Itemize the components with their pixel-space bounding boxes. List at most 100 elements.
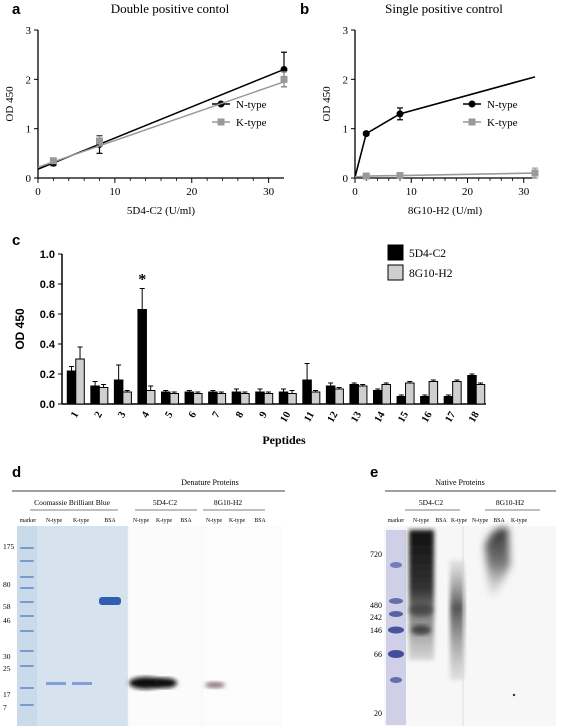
blot-5d4-ntype-band — [129, 677, 163, 689]
data-point-N-type — [396, 110, 404, 118]
bar-5D4-C2 — [349, 384, 359, 405]
blot-5d4-ktype-band — [153, 678, 177, 688]
lane-label: BSA — [254, 518, 266, 524]
x-tick-label: 11 — [302, 410, 316, 424]
x-axis-label: Peptides — [262, 433, 306, 447]
x-tick-label: 9 — [258, 410, 270, 420]
legend-label: 5D4-C2 — [409, 248, 446, 260]
bar-5D4-C2 — [208, 391, 218, 405]
native-5d4-ntype-smear — [409, 530, 434, 660]
x-tick-label: 8 — [234, 410, 246, 420]
panel-e-group-5d4: 5D4-C2 — [419, 498, 443, 507]
lane-label: BSA — [435, 518, 447, 524]
bar-8G10-H2 — [263, 393, 274, 405]
legend-label: N-type — [487, 99, 518, 111]
data-point-K-type — [280, 75, 288, 83]
bar-8G10-H2 — [452, 381, 462, 405]
x-axis-label: 5D4-C2 (U/ml) — [127, 205, 195, 217]
marker-label: 175 — [3, 542, 15, 551]
coomassie-ktype-band — [72, 682, 92, 685]
legend-label: 8G10-H2 — [409, 268, 453, 280]
lane-label: BSA — [493, 518, 505, 524]
panel-e-lane-labels: marker N-type BSA K-type N-type BSA K-type — [388, 518, 528, 524]
lane-label: marker — [388, 518, 404, 524]
lane-label: N-type — [413, 518, 430, 524]
x-axis-label: 8G10-H2 (U/ml) — [408, 205, 483, 217]
y-tick-label: 2 — [343, 74, 349, 86]
x-tick-label: 17 — [443, 410, 458, 425]
x-tick-label: 15 — [396, 410, 411, 425]
data-point-K-type — [96, 137, 103, 145]
bar-5D4-C2 — [302, 379, 312, 405]
bar-8G10-H2 — [428, 381, 439, 405]
panel-e-letter: e — [370, 464, 378, 481]
lane-label: BSA — [104, 518, 116, 524]
coomassie-ladder-bands — [20, 547, 34, 706]
x-tick-label: 13 — [349, 410, 364, 425]
marker-label: 30 — [3, 652, 11, 661]
panel-e-group-8g10: 8G10-H2 — [496, 498, 525, 507]
y-tick-label: 1.0 — [40, 249, 55, 261]
legend-label: N-type — [236, 99, 267, 111]
bar-8G10-H2 — [145, 390, 156, 405]
legend-swatch — [387, 244, 404, 261]
legend-label: K-type — [236, 117, 267, 129]
marker-label: 17 — [3, 690, 11, 699]
panel-a-letter: a — [12, 1, 21, 18]
blot-8g10-ntype-band — [205, 682, 225, 688]
x-tick-label: 20 — [186, 186, 198, 198]
lane-label: N-type — [206, 518, 223, 524]
x-tick-label: 3 — [116, 410, 128, 420]
legend-marker — [468, 100, 476, 108]
x-tick-label: 0 — [352, 186, 358, 198]
native-8g10-ntype-smear — [485, 527, 510, 600]
x-tick-label: 7 — [211, 410, 223, 420]
marker-label: 7 — [3, 703, 7, 712]
bar-8G10-H2 — [381, 384, 391, 405]
bar-5D4-C2 — [113, 379, 124, 405]
y-tick-label: 0 — [26, 173, 32, 185]
coomassie-ntype-band — [46, 682, 66, 685]
panel-d-letter: d — [12, 464, 21, 481]
data-point-K-type — [531, 169, 539, 177]
marker-label: 25 — [3, 664, 11, 673]
marker-label: 720 — [370, 550, 382, 559]
marker-label: 242 — [370, 613, 382, 622]
y-tick-label: 0.0 — [40, 399, 55, 411]
bar-8G10-H2 — [98, 387, 109, 405]
x-tick-label: 10 — [109, 186, 121, 198]
bar-5D4-C2 — [161, 391, 171, 405]
y-tick-label: 3 — [343, 25, 349, 37]
data-point-K-type — [396, 172, 404, 180]
coomassie-marker-lane — [17, 526, 37, 726]
bar-5D4-C2 — [325, 385, 336, 405]
panel-c-letter: c — [12, 232, 20, 249]
data-point-N-type — [280, 65, 288, 73]
coomassie-bsa-band — [99, 597, 121, 605]
x-tick-label: 4 — [140, 409, 153, 420]
panel-d-blots: Denature Proteins Coomassie Brilliant Bl… — [3, 478, 285, 726]
bar-5D4-C2 — [443, 396, 454, 405]
panel-b-letter: b — [300, 1, 309, 18]
panel-d-marker-labels: 175 80 58 46 30 25 17 7 — [3, 542, 15, 712]
data-point-K-type — [49, 157, 57, 165]
data-point-N-type — [362, 130, 370, 138]
blot-8g10-h2 — [202, 526, 282, 726]
bar-5D4-C2 — [137, 309, 147, 405]
y-tick-label: 0.8 — [40, 279, 55, 291]
x-tick-label: 0 — [35, 186, 41, 198]
bar-5D4-C2 — [231, 391, 242, 405]
lane-label: marker — [20, 518, 36, 524]
series-line-N-type — [354, 76, 536, 178]
bar-8G10-H2 — [287, 393, 297, 405]
bar-5D4-C2 — [90, 385, 100, 405]
y-tick-label: 0 — [343, 173, 349, 185]
x-tick-label: 14 — [373, 409, 388, 424]
y-tick-label: 3 — [26, 25, 32, 37]
panel-d-lane-labels: marker N-type K-type BSA N-type K-type BSA N-ty… — [20, 518, 267, 524]
panel-b-title: Single positive control — [385, 1, 503, 16]
marker-label: 20 — [374, 709, 382, 718]
legend-swatch — [387, 264, 404, 281]
